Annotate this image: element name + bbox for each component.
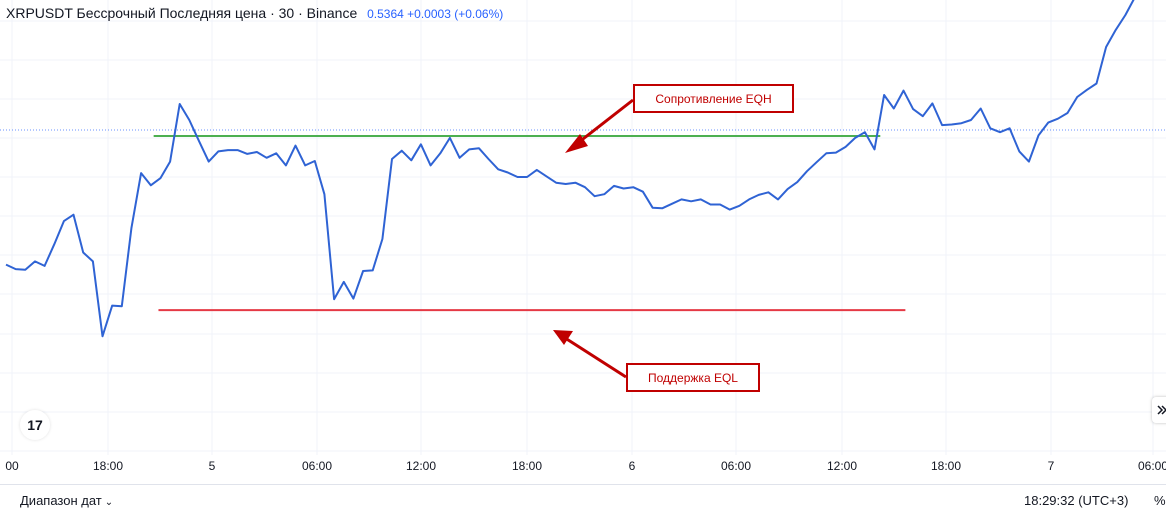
x-tick-label: 06:00: [302, 459, 332, 473]
x-tick-label: 6: [629, 459, 636, 473]
logo-text: 17: [27, 417, 43, 433]
resistance-arrow-head: [565, 134, 588, 153]
percent-toggle[interactable]: %: [1154, 493, 1166, 508]
support-callout: Поддержка EQL: [626, 363, 760, 392]
tradingview-logo-icon[interactable]: 17: [20, 410, 50, 440]
grid-lines: [0, 0, 1166, 455]
x-tick-label: 5: [209, 459, 216, 473]
price-chart[interactable]: 00 18:00 5 06:00 12:00 18:00 6 06:00 12:00 18:00 7…: [0, 0, 1166, 484]
resistance-label: Сопротивление EQH: [655, 91, 772, 106]
price-series: [5, 0, 1135, 338]
x-tick-label: 06:00: [721, 459, 751, 473]
chevron-down-icon: ⌄: [104, 497, 114, 508]
resistance-arrow-line: [573, 98, 634, 148]
bottom-toolbar: Диапазон дат ⌄ 18:29:32 (UTC+3) %: [0, 484, 1166, 519]
support-label: Поддержка EQL: [648, 370, 738, 385]
level-lines: [153, 135, 906, 312]
chart-title: XRPUSDT Бессрочный Последняя цена · 30 ·…: [6, 5, 503, 21]
support-arrow-line: [561, 334, 627, 379]
x-tick-label: 06:00: [1138, 459, 1166, 473]
x-axis-ticks: 00 18:00 5 06:00 12:00 18:00 6 06:00 12:00 18:00 7…: [5, 459, 1166, 473]
chevrons-right-glyph: [1157, 405, 1166, 415]
x-tick-label: 18:00: [512, 459, 542, 473]
x-tick-label: 12:00: [827, 459, 857, 473]
x-tick-label: 00: [5, 459, 19, 473]
clock: 18:29:32 (UTC+3): [1024, 493, 1129, 508]
chevrons-right-icon[interactable]: [1152, 397, 1166, 423]
resistance-callout: Сопротивление EQH: [633, 84, 794, 113]
date-range-button[interactable]: Диапазон дат ⌄: [20, 493, 113, 508]
x-tick-label: 7: [1048, 459, 1055, 473]
price-line: [5, 0, 1135, 338]
symbol-title: XRPUSDT Бессрочный Последняя цена · 30 ·…: [6, 5, 358, 21]
support-arrow-head: [553, 330, 573, 345]
price-info: 0.5364 +0.0003 (+0.06%): [367, 7, 504, 21]
date-range-label: Диапазон дат: [20, 493, 102, 508]
x-tick-label: 18:00: [931, 459, 961, 473]
callout-arrows: [553, 98, 634, 379]
x-tick-label: 18:00: [93, 459, 123, 473]
x-tick-label: 12:00: [406, 459, 436, 473]
